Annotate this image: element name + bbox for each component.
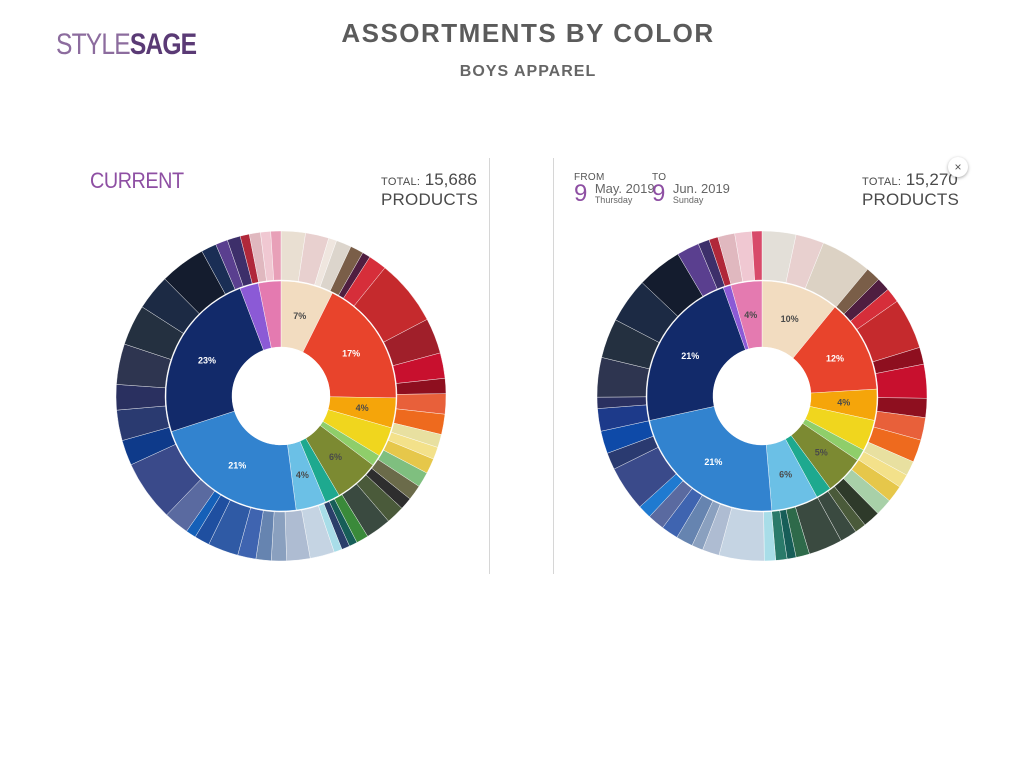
segment-percent-label: 7% xyxy=(293,311,306,321)
page-subtitle: BOYS APPAREL xyxy=(459,63,597,80)
inner-color-segment[interactable] xyxy=(171,410,297,512)
outer-color-segment[interactable] xyxy=(751,230,763,281)
from-label: FROM xyxy=(574,172,605,183)
current-label: CURRENT xyxy=(90,168,184,193)
total-label: TOTAL: xyxy=(381,176,421,188)
close-button[interactable]: × xyxy=(948,157,968,177)
total-unit: PRODUCTS xyxy=(862,190,959,209)
segment-percent-label: 5% xyxy=(815,448,828,458)
to-month: Jun. 2019 xyxy=(672,181,730,196)
segment-percent-label: 4% xyxy=(296,470,309,480)
segment-percent-label: 6% xyxy=(329,452,342,462)
segment-percent-label: 4% xyxy=(744,310,757,320)
segment-percent-label: 4% xyxy=(356,403,369,413)
segment-percent-label: 17% xyxy=(342,348,360,358)
total-value: 15,270 xyxy=(905,170,958,189)
from-date[interactable]: FROM 9 May. 2019 Thursday xyxy=(574,172,655,207)
right-panel-divider xyxy=(553,158,554,574)
current-sunburst-chart[interactable]: 7% 17% 4% 6% 4% 21% 23% xyxy=(115,230,447,562)
to-weekday: Sunday xyxy=(672,195,704,205)
logo-sage-text: SAGE xyxy=(129,28,197,61)
segment-percent-label: 23% xyxy=(198,356,216,366)
to-day: 9 xyxy=(652,180,666,207)
left-total-block: TOTAL: 15,686 PRODUCTS xyxy=(381,171,478,208)
stylesage-logo: STYLESAGE xyxy=(56,28,197,62)
segment-percent-label: 12% xyxy=(826,354,844,364)
segment-percent-label: 21% xyxy=(681,351,699,361)
segment-percent-label: 10% xyxy=(781,314,799,324)
to-date[interactable]: TO 9 Jun. 2019 Sunday xyxy=(652,172,730,207)
outer-color-segment[interactable] xyxy=(270,230,282,281)
segment-percent-label: 21% xyxy=(704,457,722,467)
to-label: TO xyxy=(652,172,667,183)
page-title: ASSORTMENTS BY COLOR xyxy=(341,18,715,48)
donut-center-hole xyxy=(232,347,330,445)
total-label: TOTAL: xyxy=(862,176,902,188)
donut-center-hole xyxy=(713,347,811,445)
segment-percent-label: 6% xyxy=(779,470,792,480)
from-day: 9 xyxy=(574,180,588,207)
right-total-block: TOTAL: 15,270 PRODUCTS xyxy=(862,171,959,208)
total-unit: PRODUCTS xyxy=(381,190,478,209)
segment-percent-label: 21% xyxy=(228,460,246,470)
comparison-sunburst-chart[interactable]: 10% 12% 4% 5% 6% 21% 21% 4% xyxy=(596,230,928,562)
from-month: May. 2019 xyxy=(594,181,655,196)
total-value: 15,686 xyxy=(424,170,477,189)
from-weekday: Thursday xyxy=(594,195,633,205)
outer-color-segment[interactable] xyxy=(115,384,166,411)
logo-style-text: STYLE xyxy=(56,28,131,61)
left-panel-divider xyxy=(489,158,490,574)
segment-percent-label: 4% xyxy=(837,397,850,407)
